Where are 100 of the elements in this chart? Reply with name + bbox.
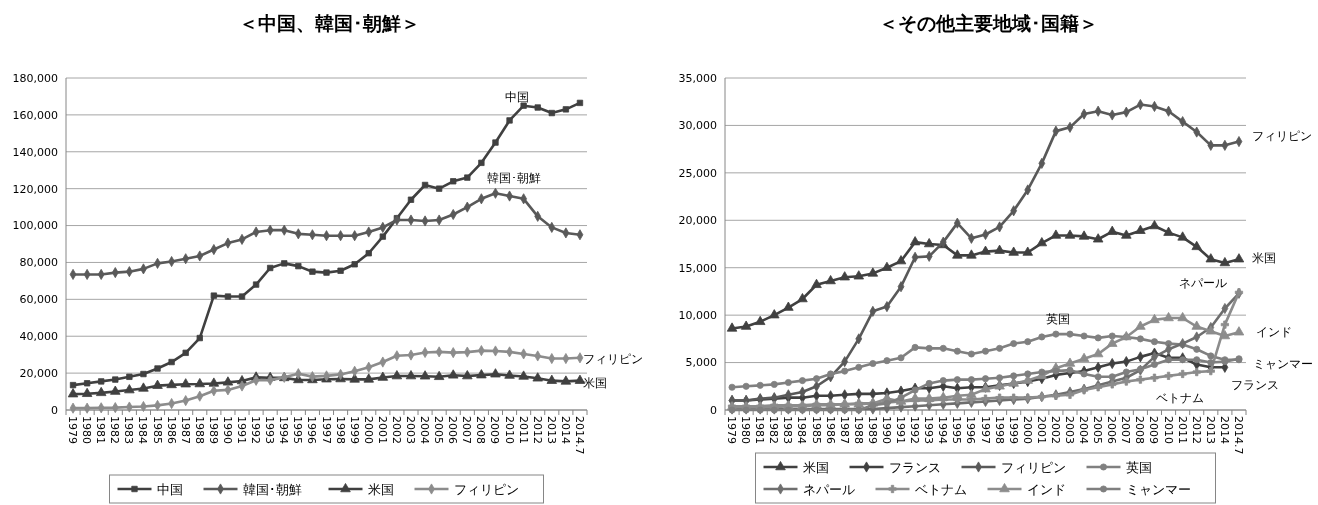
x-tick-label: 2010 bbox=[1161, 416, 1175, 444]
x-tick-label: 1996 bbox=[964, 416, 978, 444]
x-tick-label: 2000 bbox=[1020, 416, 1034, 444]
x-tick-label: 2004 bbox=[1077, 416, 1091, 444]
x-tick-label: 2010 bbox=[502, 416, 516, 444]
y-tick-label: 140,000 bbox=[12, 145, 58, 159]
annotation: 米国 bbox=[582, 376, 607, 391]
x-tick-label: 1988 bbox=[851, 416, 865, 444]
x-tick-label: 1999 bbox=[1006, 416, 1020, 444]
x-tick-label: 2011 bbox=[516, 416, 530, 444]
x-tick-label: 1987 bbox=[837, 416, 851, 444]
y-tick-label: 25,000 bbox=[678, 166, 717, 180]
legend-label: インド bbox=[1026, 481, 1066, 497]
x-tick-label: 2012 bbox=[530, 416, 544, 444]
annotation: 韓国･朝鮮 bbox=[487, 170, 542, 185]
x-tick-label: 1998 bbox=[992, 416, 1006, 444]
x-tick-label: 2001 bbox=[1034, 416, 1048, 444]
y-tick-label: 0 bbox=[51, 403, 58, 417]
y-tick-label: 40,000 bbox=[19, 330, 58, 344]
x-tick-label: 2014.7 bbox=[572, 416, 586, 455]
x-tick-label: 1982 bbox=[767, 416, 781, 444]
x-tick-label: 2009 bbox=[1147, 416, 1161, 444]
x-tick-label: 2014 bbox=[558, 416, 572, 444]
annotation: 英国 bbox=[1045, 312, 1070, 327]
x-tick-label: 1980 bbox=[80, 416, 94, 444]
x-tick-label: 2008 bbox=[474, 416, 488, 444]
x-tick-label: 2011 bbox=[1175, 416, 1189, 444]
legend-label: 英国 bbox=[1125, 459, 1152, 475]
chart-title: ＜中国、韓国･朝鮮＞ bbox=[239, 12, 420, 34]
x-tick-label: 2003 bbox=[403, 416, 417, 444]
annotation: ベトナム bbox=[1155, 391, 1204, 406]
annotation: 中国 bbox=[505, 90, 530, 105]
x-tick-label: 1986 bbox=[164, 416, 178, 444]
x-tick-label: 1985 bbox=[150, 416, 164, 444]
x-tick-label: 2009 bbox=[488, 416, 502, 444]
x-tick-label: 1992 bbox=[249, 416, 263, 444]
x-tick-label: 2002 bbox=[1048, 416, 1062, 444]
x-tick-label: 1990 bbox=[220, 416, 234, 444]
x-tick-label: 1979 bbox=[66, 416, 80, 444]
x-tick-label: 2006 bbox=[1105, 416, 1119, 444]
x-tick-label: 1980 bbox=[739, 416, 753, 444]
y-tick-label: 0 bbox=[710, 403, 717, 417]
y-tick-label: 180,000 bbox=[12, 71, 58, 85]
x-tick-label: 2002 bbox=[389, 416, 403, 444]
legend-label: 韓国･朝鮮 bbox=[242, 481, 302, 497]
y-tick-label: 20,000 bbox=[19, 366, 58, 380]
legend-label: フランス bbox=[888, 459, 941, 475]
x-tick-label: 2012 bbox=[1189, 416, 1203, 444]
x-tick-label: 2005 bbox=[432, 416, 446, 444]
x-tick-label: 1993 bbox=[263, 416, 277, 444]
y-tick-label: 160,000 bbox=[12, 108, 58, 122]
x-tick-label: 1993 bbox=[922, 416, 936, 444]
legend-label: 中国 bbox=[156, 481, 183, 497]
y-tick-label: 35,000 bbox=[678, 71, 717, 85]
legend-label: ミャンマー bbox=[1125, 481, 1191, 497]
legend-label: フィリピン bbox=[1000, 459, 1066, 475]
y-tick-label: 20,000 bbox=[678, 214, 717, 228]
legend-label: 米国 bbox=[802, 459, 829, 475]
x-tick-label: 1988 bbox=[192, 416, 206, 444]
text: フィリピン bbox=[1252, 129, 1313, 144]
x-tick-label: 1994 bbox=[936, 416, 950, 444]
annotation: フランス bbox=[1230, 378, 1279, 393]
x-tick-label: 1991 bbox=[894, 416, 908, 444]
legend-label: ネパール bbox=[802, 481, 855, 497]
x-tick-label: 1992 bbox=[908, 416, 922, 444]
x-tick-label: 1985 bbox=[809, 416, 823, 444]
y-tick-label: 100,000 bbox=[12, 219, 58, 233]
x-tick-label: 2008 bbox=[1133, 416, 1147, 444]
x-tick-label: 1981 bbox=[94, 416, 108, 444]
text: ミャンマー bbox=[1252, 357, 1313, 372]
x-tick-label: 1986 bbox=[823, 416, 837, 444]
x-tick-label: 2006 bbox=[446, 416, 460, 444]
x-tick-label: 2005 bbox=[1091, 416, 1105, 444]
x-tick-label: 1983 bbox=[122, 416, 136, 444]
x-tick-label: 2001 bbox=[375, 416, 389, 444]
annotation: ネパール bbox=[1178, 276, 1227, 291]
y-tick-label: 5,000 bbox=[685, 356, 717, 370]
y-tick-label: 60,000 bbox=[19, 293, 58, 307]
y-tick-label: 10,000 bbox=[678, 308, 717, 322]
legend-label: ベトナム bbox=[914, 481, 967, 497]
x-tick-label: 1995 bbox=[950, 416, 964, 444]
x-tick-label: 2013 bbox=[544, 416, 558, 444]
chart-title: ＜その他主要地域･国籍＞ bbox=[879, 12, 1098, 34]
x-tick-label: 1990 bbox=[879, 416, 893, 444]
x-tick-label: 1996 bbox=[305, 416, 319, 444]
x-tick-label: 1994 bbox=[277, 416, 291, 444]
text: インド bbox=[1256, 325, 1293, 340]
y-tick-label: 120,000 bbox=[12, 182, 58, 196]
x-tick-label: 1979 bbox=[725, 416, 739, 444]
x-tick-label: 1999 bbox=[347, 416, 361, 444]
x-tick-label: 2014 bbox=[1217, 416, 1231, 444]
x-tick-label: 1995 bbox=[291, 416, 305, 444]
x-tick-label: 1997 bbox=[978, 416, 992, 444]
x-tick-label: 2007 bbox=[1119, 416, 1133, 444]
text: 米国 bbox=[1252, 251, 1277, 266]
x-tick-label: 2000 bbox=[361, 416, 375, 444]
y-tick-label: 80,000 bbox=[19, 256, 58, 270]
x-tick-label: 2004 bbox=[418, 416, 432, 444]
annotation: フィリピン bbox=[582, 352, 643, 367]
y-tick-label: 30,000 bbox=[678, 119, 717, 133]
